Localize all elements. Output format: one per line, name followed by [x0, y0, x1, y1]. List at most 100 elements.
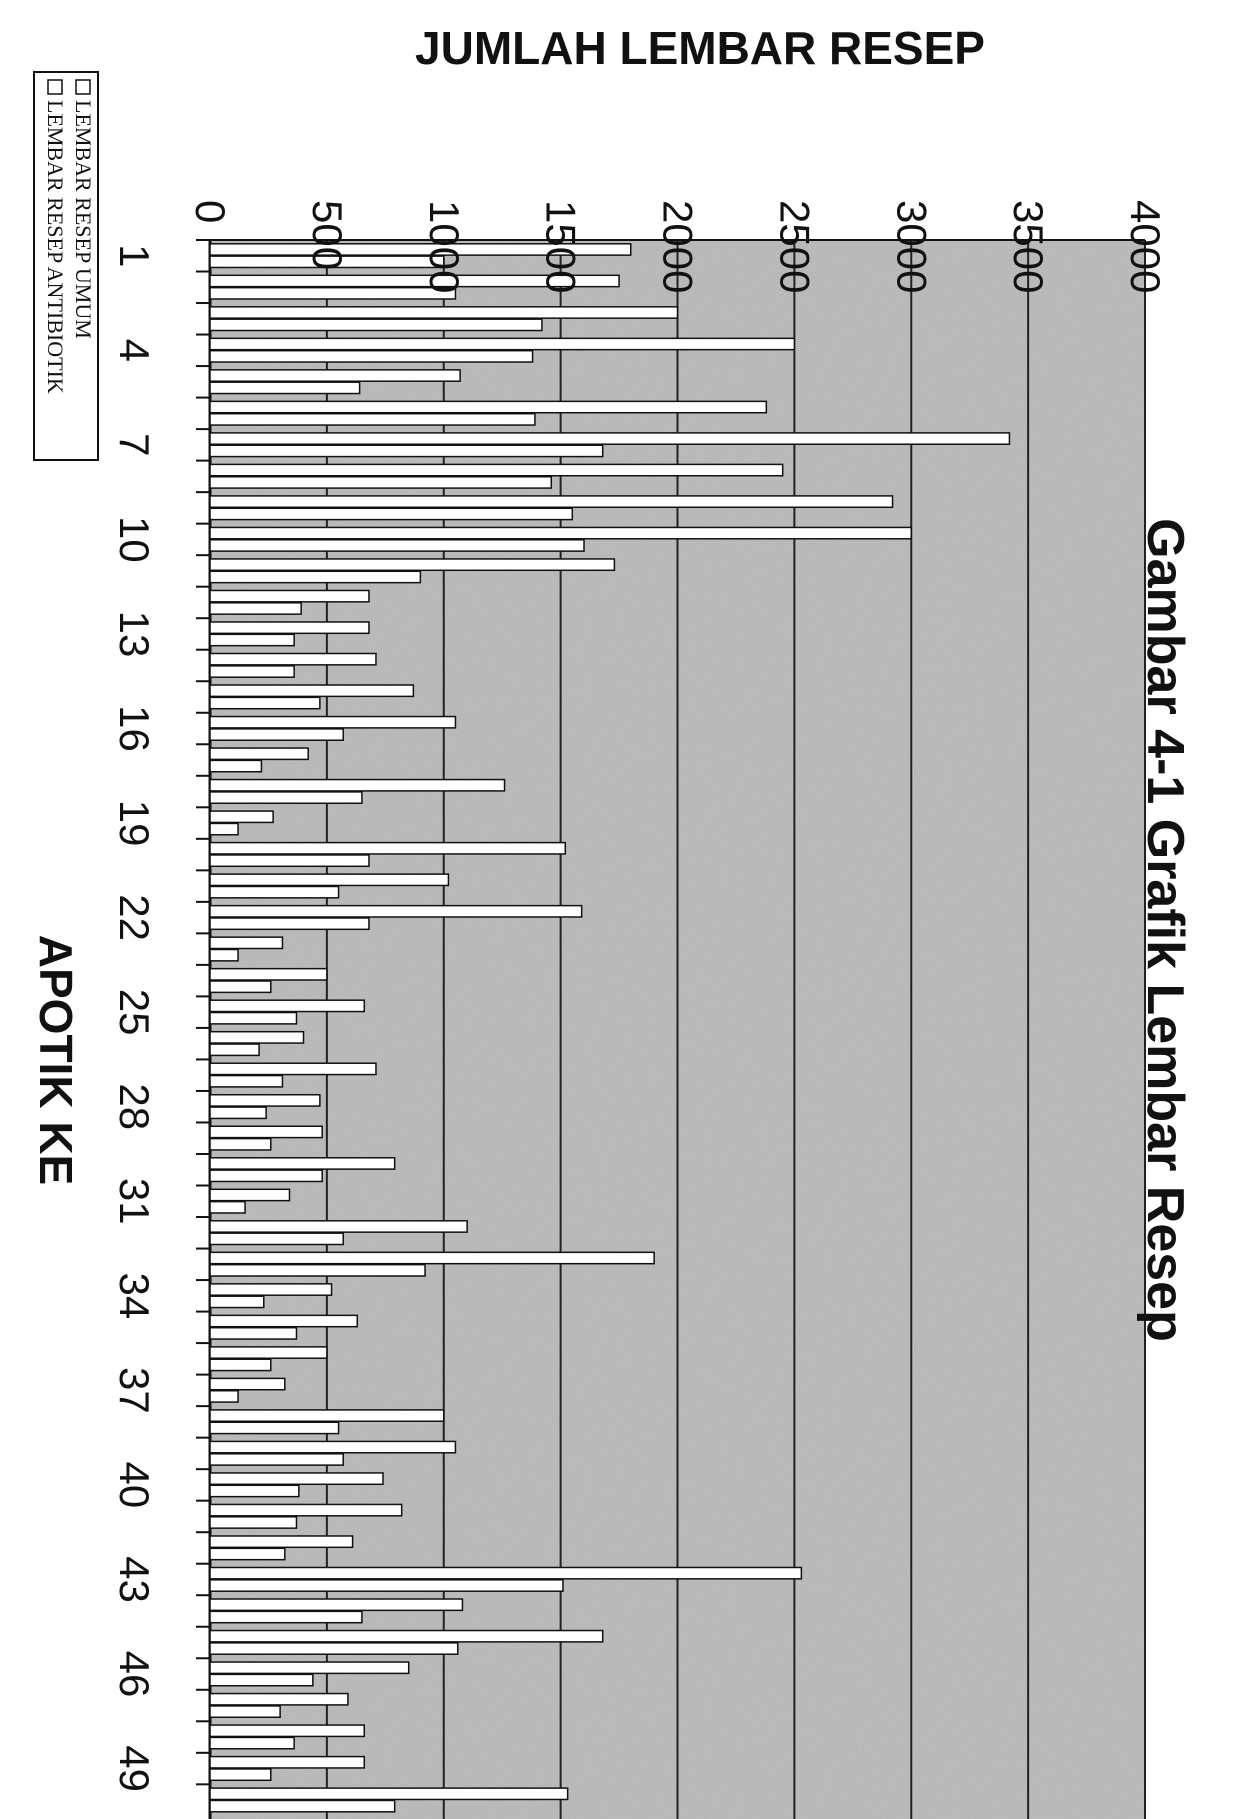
bar-antibiotik: [209, 1074, 284, 1088]
x-tick-label: 28: [111, 1083, 158, 1130]
bar-umum: [209, 400, 768, 414]
bar-antibiotik: [209, 1263, 426, 1277]
x-axis-title: APOTIK KE: [30, 935, 82, 1185]
bar-umum: [209, 621, 370, 635]
x-axis-ticks: 1 4 7 10 13 16 19 22 25 28 31 34 37 40 43 46 49: [111, 244, 158, 1792]
y-tick-label: 1000: [421, 200, 468, 293]
bar-umum: [209, 1503, 403, 1517]
bar-antibiotik: [209, 885, 340, 899]
bar-umum: [209, 652, 377, 666]
bar-antibiotik: [209, 349, 534, 363]
y-tick-label: 3500: [1005, 200, 1052, 293]
bar-umum: [209, 1692, 349, 1706]
bar-antibiotik: [209, 1169, 323, 1183]
bar-antibiotik: [209, 1673, 314, 1687]
bar-umum: [209, 1157, 396, 1170]
bar-antibiotik: [209, 854, 370, 868]
bar-antibiotik: [209, 602, 302, 615]
bar-antibiotik: [209, 822, 239, 836]
x-tick-label: 34: [111, 1272, 158, 1319]
x-tick-label: 37: [111, 1367, 158, 1414]
x-tick-label: 10: [111, 516, 158, 563]
x-tick-label: 19: [111, 800, 158, 847]
bar-umum: [209, 810, 274, 824]
legend-box: [33, 71, 99, 461]
y-tick-label: 500: [304, 200, 351, 270]
y-tick-label: 3000: [888, 200, 935, 293]
bar-antibiotik: [209, 917, 370, 931]
bar-antibiotik: [209, 1705, 281, 1719]
legend: LEMBAR RESEP UMUM LEMBAR RESEP ANTIBIOTI…: [33, 71, 99, 461]
bar-umum: [209, 967, 328, 981]
chart-title: Gambar 4-1 Grafik Lembar Resep: [1136, 518, 1194, 1342]
bar-umum: [209, 1346, 328, 1359]
legend-label-umum: LEMBAR RESEP UMUM: [71, 100, 96, 339]
bar-umum: [209, 1251, 655, 1265]
bar-umum: [209, 369, 461, 382]
bar-umum: [209, 747, 309, 761]
bar-antibiotik: [209, 1358, 272, 1372]
y-axis-ticks: 0 500 1000 1500 2000 2500 3000 3500 4000: [187, 200, 1169, 293]
bar-umum: [209, 432, 1011, 445]
bar-antibiotik: [209, 318, 543, 332]
bar-antibiotik: [209, 255, 445, 269]
bar-umum: [209, 1472, 384, 1486]
bar-umum: [209, 1566, 803, 1580]
x-tick-label: 7: [111, 433, 158, 456]
bar-antibiotik: [209, 539, 585, 552]
bar-umum: [209, 274, 620, 288]
y-tick-label: 1500: [538, 200, 585, 293]
x-tick-label: 43: [111, 1556, 158, 1603]
y-tick-label: 0: [187, 200, 234, 223]
x-tick-label: 46: [111, 1651, 158, 1698]
bar-umum: [209, 1188, 291, 1202]
x-tick-label: 31: [111, 1178, 158, 1225]
bar-umum: [209, 904, 583, 918]
bar-antibiotik: [209, 1516, 298, 1529]
bar-antibiotik: [209, 286, 457, 300]
bar-umum: [209, 1030, 305, 1044]
bar-umum: [209, 841, 567, 855]
bar-antibiotik: [209, 381, 361, 395]
bar-antibiotik: [209, 1547, 286, 1561]
x-tick-label: 4: [111, 339, 158, 362]
bar-antibiotik: [209, 1389, 239, 1403]
x-tick-label: 1: [111, 244, 158, 267]
legend-label-antibiotik: LEMBAR RESEP ANTIBIOTIK: [43, 100, 68, 394]
bar-antibiotik: [209, 791, 363, 805]
bar-umum: [209, 1283, 333, 1296]
bar-umum: [209, 558, 616, 572]
bar-umum: [209, 526, 912, 540]
bar-antibiotik: [209, 1232, 344, 1246]
bar-umum: [209, 1125, 323, 1139]
bar-antibiotik: [209, 633, 295, 647]
bar-umum: [209, 337, 796, 351]
bar-umum: [209, 1220, 468, 1233]
bar-umum: [209, 1724, 366, 1738]
bar-umum: [209, 778, 506, 792]
bar-umum: [209, 1093, 321, 1107]
y-tick-label: 2500: [771, 200, 818, 293]
bar-antibiotik: [209, 475, 553, 489]
bar-umum: [209, 1409, 445, 1423]
x-tick-label: 40: [111, 1462, 158, 1509]
x-tick-label: 49: [111, 1745, 158, 1792]
x-tick-label: 25: [111, 989, 158, 1036]
y-tick-label: 4000: [1122, 200, 1169, 293]
bar-antibiotik: [209, 444, 604, 458]
bar-antibiotik: [209, 412, 536, 426]
x-tick-label: 13: [111, 611, 158, 658]
bar-antibiotik: [209, 1579, 564, 1592]
bar-umum: [209, 1661, 410, 1675]
bar-antibiotik: [209, 1610, 363, 1624]
bar-antibiotik: [209, 728, 344, 741]
bar-umum: [209, 1535, 354, 1549]
bar-umum: [209, 1787, 569, 1801]
bar-umum: [209, 1440, 457, 1454]
bar-antibiotik: [209, 1484, 300, 1498]
bar-umum: [209, 243, 632, 256]
y-tick-label: 2000: [655, 200, 702, 293]
bar-umum: [209, 1755, 366, 1769]
legend-swatch-umum: [75, 79, 91, 95]
